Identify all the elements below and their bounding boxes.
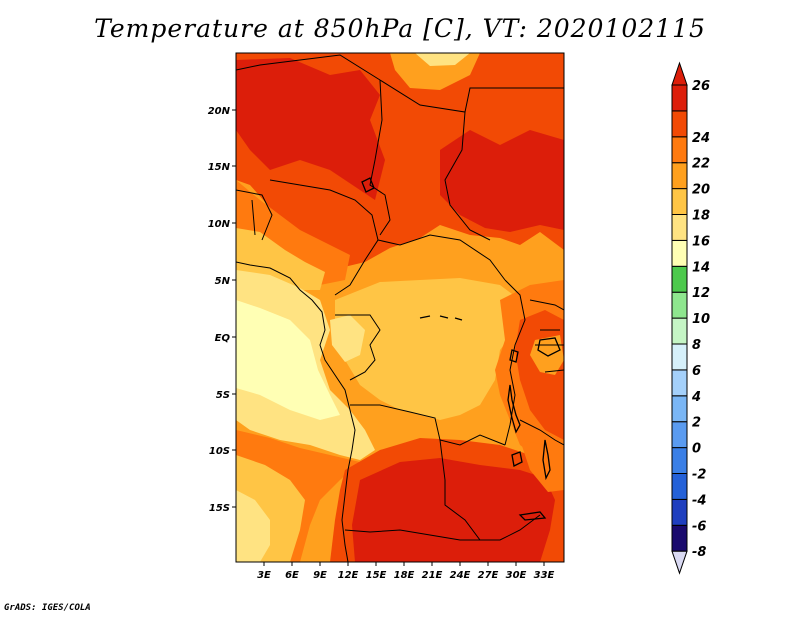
colorbar-box-18 (671, 188, 688, 216)
xtick-label-27E: 27E (478, 570, 499, 581)
colorbar-box--4 (671, 473, 688, 500)
colorbar-label-10: 10 (692, 312, 710, 327)
lakes (361, 177, 561, 521)
colorbar-label-8: 8 (692, 338, 701, 353)
colorbar-label-20: 20 (692, 183, 710, 198)
xtick-label-33E: 33E (534, 570, 555, 581)
border-chad-sudan (444, 111, 491, 241)
ytick-label-5S: 5S (216, 390, 230, 401)
colorbar-label-4: 4 (691, 390, 701, 405)
xtick-label-21E: 21E (422, 570, 443, 581)
field-north-cool-peak (415, 53, 470, 66)
colorbar-label-24: 24 (692, 131, 710, 146)
border-angola-namibia (344, 529, 480, 541)
chart-title: Temperature at 850hPa [C], VT: 202010211… (94, 14, 706, 43)
border-car (377, 234, 506, 281)
field-congo-cool-patch (330, 315, 365, 362)
colorbar-box-8 (671, 317, 688, 345)
colorbar-box-24 (671, 110, 688, 138)
xtick-label-15E: 15E (366, 570, 387, 581)
border-tanzania (519, 419, 564, 446)
colorbar-label--8: -8 (692, 545, 706, 560)
colorbar-box-26 (671, 84, 688, 112)
colorbar-label--4: -4 (692, 493, 706, 508)
colorbar-box-12 (671, 265, 688, 293)
colorbar-label-26: 26 (692, 79, 710, 94)
colorbar-box--2 (671, 447, 688, 475)
lake-victoria (537, 337, 561, 357)
ytick-label-15S: 15S (209, 503, 230, 514)
colorbar-label-0: 0 (692, 442, 701, 457)
colorbar-box-4 (671, 369, 688, 397)
colorbar-label-22: 22 (692, 157, 710, 172)
field-angola-hottest (352, 458, 555, 562)
colorbar-box-6 (671, 343, 688, 371)
border-coastline-west (236, 261, 356, 562)
colorbar-label-12: 12 (692, 286, 710, 301)
colorbar-extend-max (671, 61, 688, 86)
colorbar-label--2: -2 (692, 468, 706, 483)
country-borders (236, 54, 564, 562)
ytick-label-5N: 5N (215, 276, 231, 287)
border-niger-chad (369, 79, 391, 236)
field-north-hottest-east (440, 130, 564, 232)
border-sahel-north (236, 54, 564, 113)
ytick-label-10N: 10N (208, 219, 231, 230)
lake-mweru (511, 451, 523, 467)
field-southwest-coolest (236, 490, 270, 562)
ytick-label-15N: 15N (208, 162, 231, 173)
grads-credit: GrADS: IGES/COLA (4, 603, 91, 613)
colorbar-label--6: -6 (692, 519, 706, 534)
lake-congo-dots (419, 315, 463, 321)
border-east-lakes (529, 299, 564, 373)
ytick-label-10S: 10S (209, 446, 230, 457)
colorbar-box--8 (671, 524, 688, 552)
border-drc-east (504, 279, 526, 446)
colorbar-box-0 (671, 421, 688, 449)
xtick-label-12E: 12E (338, 570, 359, 581)
ytick-label-EQ: EQ (215, 333, 231, 344)
xtick-label-30E: 30E (506, 570, 527, 581)
lake-kivu (509, 349, 519, 363)
colorbar-box-10 (671, 291, 688, 319)
border-nigeria-cameroon (299, 184, 379, 296)
xtick-label-9E: 9E (313, 570, 327, 581)
y-tick-labels: 20N 15N 10N 5N EQ 5S 10S 15S (208, 106, 231, 514)
colorbar-label-6: 6 (692, 364, 701, 379)
colorbar-label-16: 16 (692, 234, 710, 249)
xtick-label-6E: 6E (285, 570, 299, 581)
xtick-label-3E: 3E (257, 570, 271, 581)
xtick-label-24E: 24E (450, 570, 471, 581)
lake-malawi (542, 439, 551, 481)
border-angola-drc (350, 404, 506, 446)
lake-tanganyika (507, 384, 521, 434)
colorbar-label-14: 14 (692, 260, 710, 275)
lake-chad (361, 177, 375, 193)
field-congo-basin (335, 278, 520, 420)
colorbar-label-18: 18 (692, 209, 710, 224)
axis-tick-marks (232, 109, 545, 566)
xtick-label-18E: 18E (394, 570, 415, 581)
ytick-label-20N: 20N (208, 106, 231, 117)
colorbar-box-2 (671, 395, 688, 423)
x-tick-labels: 3E 6E 9E 12E 15E 18E 21E 24E 27E 30E 33E (257, 570, 554, 581)
field-gulf-coolest (236, 300, 340, 420)
temperature-field (236, 53, 564, 562)
colorbar-box-22 (671, 136, 688, 164)
border-angola-zambia (439, 439, 541, 541)
colorbar-box-14 (671, 239, 688, 267)
border-west-lines (236, 179, 301, 241)
colorbar-extend-min (671, 550, 688, 575)
colorbar-label-2: 2 (692, 416, 701, 431)
border-congo-drc (335, 314, 381, 381)
field-north-hottest-west (236, 58, 385, 200)
colorbar-box-20 (671, 162, 688, 190)
map-frame (235, 52, 565, 563)
colorbar-box--6 (671, 498, 688, 526)
field-southeast-warm (520, 440, 564, 492)
colorbar-box-16 (671, 214, 688, 241)
lake-kariba (518, 511, 547, 521)
